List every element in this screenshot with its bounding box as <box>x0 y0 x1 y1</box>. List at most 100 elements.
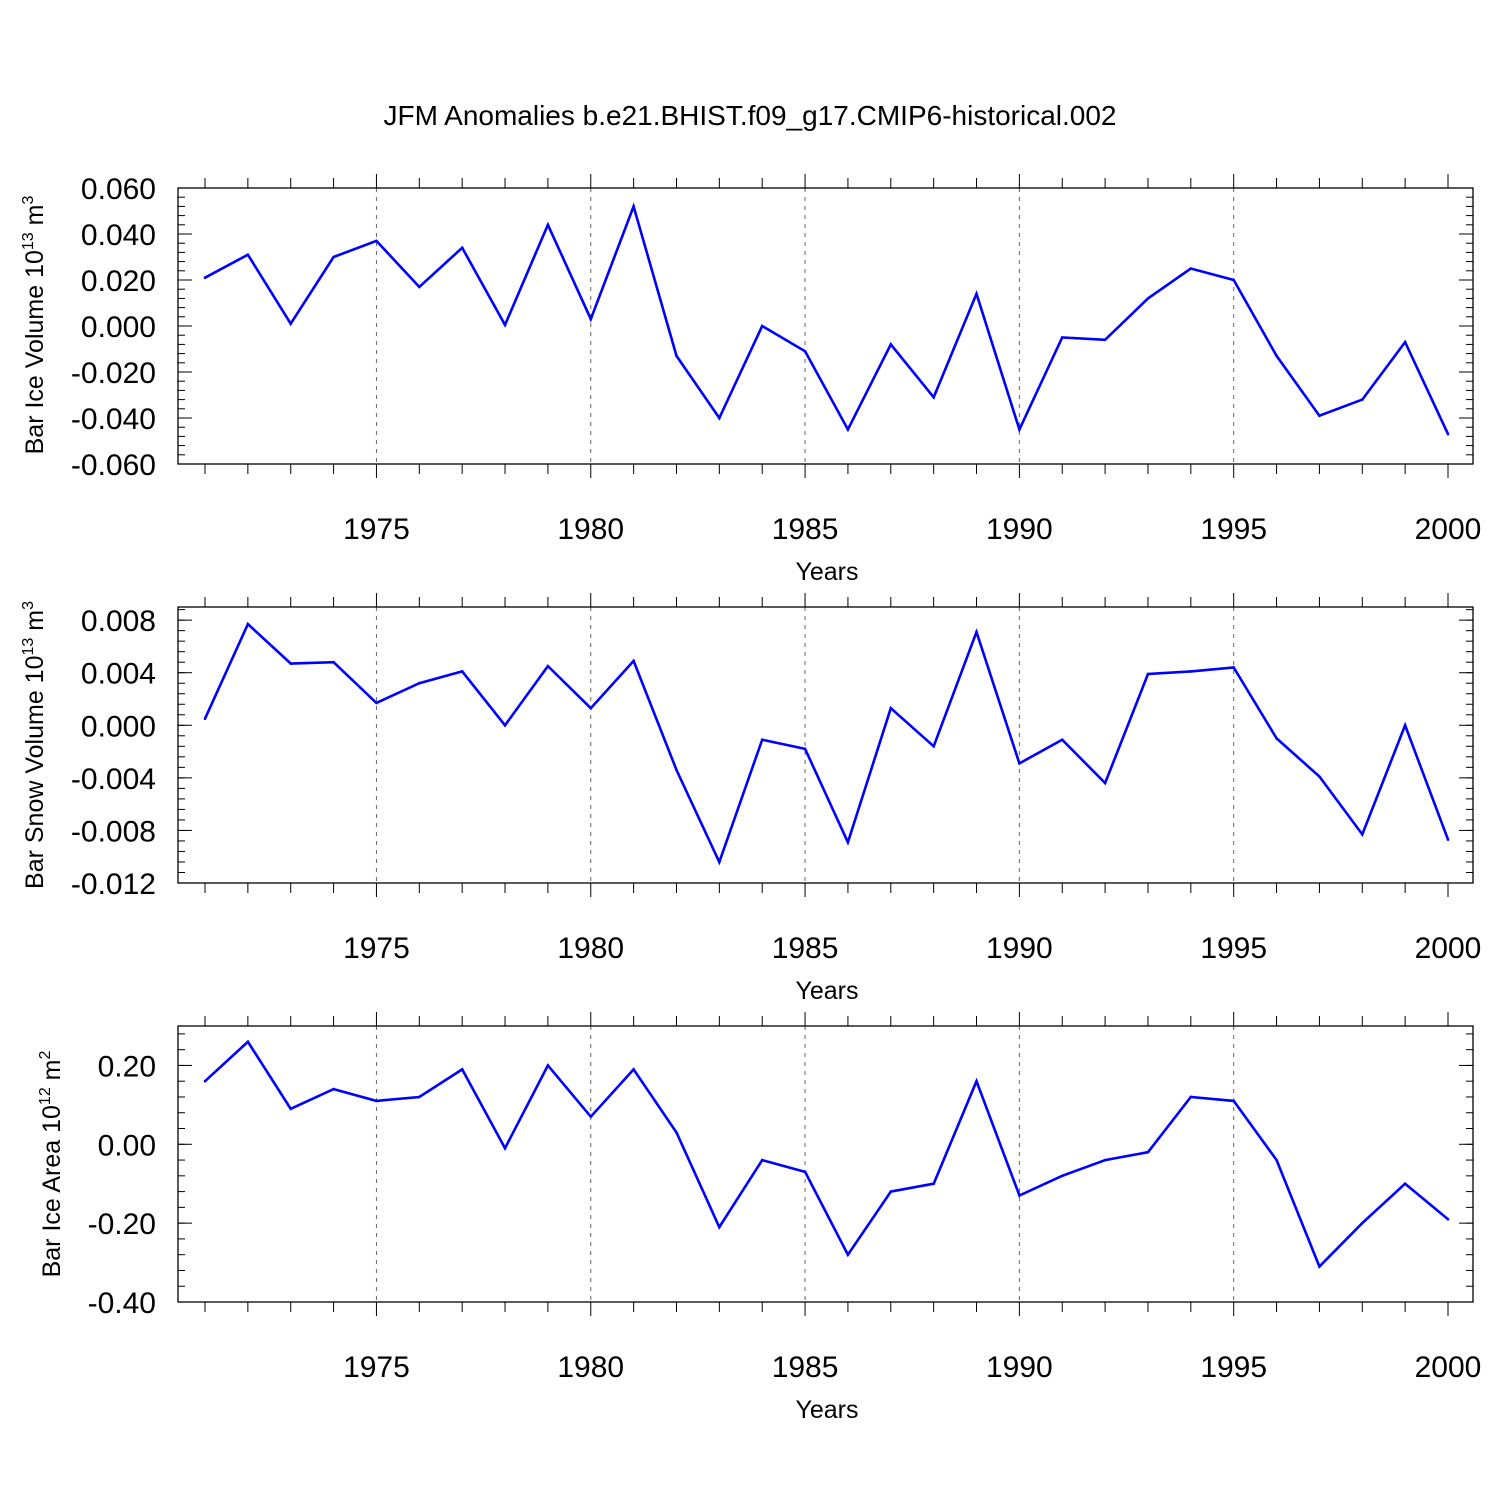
data-point <box>1146 1150 1150 1154</box>
data-point <box>1446 1217 1450 1221</box>
data-point <box>1403 340 1407 344</box>
data-point <box>589 706 593 710</box>
data-point <box>375 701 378 705</box>
data-point <box>675 354 678 358</box>
data-point <box>1275 1158 1278 1162</box>
series-line <box>204 202 1450 435</box>
ice-area-panel: Bar Ice Area 1012 m2 Years 1975 1980 1985 1… <box>37 1012 1481 1424</box>
x-tick-label: 1980 <box>557 932 624 965</box>
x-tick-label: 2000 <box>1415 932 1482 965</box>
data-point <box>632 1068 635 1071</box>
data-point <box>1446 838 1450 841</box>
data-point <box>503 1146 507 1150</box>
data-point <box>375 239 378 243</box>
y-tick-label: -0.008 <box>71 815 156 848</box>
data-point <box>1232 278 1235 282</box>
data-point <box>332 660 335 664</box>
data-point <box>803 350 807 353</box>
data-point <box>760 738 764 742</box>
x-axis-title: Years <box>795 977 858 1005</box>
x-axis-title: Years <box>795 1396 858 1424</box>
y-tick-label: -0.40 <box>88 1287 156 1320</box>
data-point <box>1103 338 1107 342</box>
x-axis-title: Years <box>795 558 858 586</box>
chart-title: JFM Anomalies b.e21.BHIST.f09_g17.CMIP6-… <box>383 100 1116 131</box>
data-point <box>1232 1099 1235 1103</box>
data-point <box>889 343 893 346</box>
data-point <box>803 747 807 751</box>
data-point <box>975 1079 978 1083</box>
data-point <box>1232 666 1235 669</box>
data-point <box>1403 1182 1407 1186</box>
data-point <box>1018 762 1021 765</box>
data-point <box>203 276 207 280</box>
data-point <box>1275 737 1278 740</box>
x-tick-label: 1975 <box>343 932 410 965</box>
data-point <box>1360 398 1364 401</box>
data-point <box>1146 297 1150 300</box>
y-tick-label: 0.008 <box>81 605 156 638</box>
data-point <box>289 662 293 665</box>
data-point <box>803 1170 807 1174</box>
x-tick-label: 1995 <box>1200 513 1267 546</box>
data-point <box>246 1040 250 1044</box>
x-tick-label: 1980 <box>557 1351 624 1384</box>
data-point <box>332 1087 335 1091</box>
data-point <box>460 1068 464 1071</box>
data-point <box>889 1190 893 1193</box>
data-point <box>932 1182 935 1186</box>
y-tick-label: 0.20 <box>98 1050 156 1083</box>
y-tick-label: 0.000 <box>81 710 156 743</box>
data-point <box>632 205 635 208</box>
data-point <box>718 1225 721 1229</box>
data-point <box>1103 781 1107 785</box>
x-tick-label: 1990 <box>986 1351 1053 1384</box>
data-point <box>1446 432 1450 436</box>
plot-frame <box>177 1025 1474 1303</box>
data-point <box>1146 672 1150 676</box>
data-point <box>418 1095 421 1099</box>
data-point <box>1103 1158 1107 1162</box>
snow-volume-panel: Bar Snow Volume 1013 m3 Years 1975 1980 19… <box>20 593 1481 1005</box>
data-point <box>1018 1194 1021 1197</box>
y-axis-title: Bar Ice Area 1012 m2 <box>37 1051 66 1278</box>
data-point <box>1189 267 1193 270</box>
data-point <box>332 255 335 259</box>
data-point <box>1060 738 1064 742</box>
data-point <box>460 246 464 250</box>
x-tick-label: 1985 <box>772 513 839 546</box>
y-tick-label: -0.004 <box>71 763 156 796</box>
data-point <box>846 1253 850 1256</box>
data-point <box>1275 354 1278 358</box>
x-tick-label: 1990 <box>986 513 1053 546</box>
data-point <box>375 1099 378 1103</box>
data-point <box>289 1107 293 1111</box>
data-point <box>546 1064 550 1067</box>
data-point <box>1189 670 1193 673</box>
y-tick-label: 0.00 <box>98 1129 156 1162</box>
data-point <box>846 428 850 431</box>
data-point <box>675 768 678 772</box>
data-point <box>246 622 250 626</box>
data-point <box>503 723 507 727</box>
data-point <box>760 324 764 328</box>
data-point <box>1360 833 1364 836</box>
data-point <box>460 670 464 673</box>
plot-frame <box>177 187 1474 465</box>
data-point <box>1060 336 1064 339</box>
x-tick-label: 1980 <box>557 513 624 546</box>
data-point <box>1189 1095 1193 1099</box>
y-tick-label: -0.020 <box>71 357 156 390</box>
x-tick-label: 1985 <box>772 932 839 965</box>
data-point <box>203 717 207 721</box>
data-point <box>589 1115 593 1118</box>
data-point <box>846 840 850 844</box>
data-point <box>246 253 250 256</box>
data-point <box>718 416 721 420</box>
data-point <box>203 1079 207 1083</box>
y-tick-label: -0.060 <box>71 449 156 482</box>
series-line <box>204 1039 1449 1269</box>
data-point <box>675 1131 678 1134</box>
data-point <box>1318 1265 1321 1268</box>
